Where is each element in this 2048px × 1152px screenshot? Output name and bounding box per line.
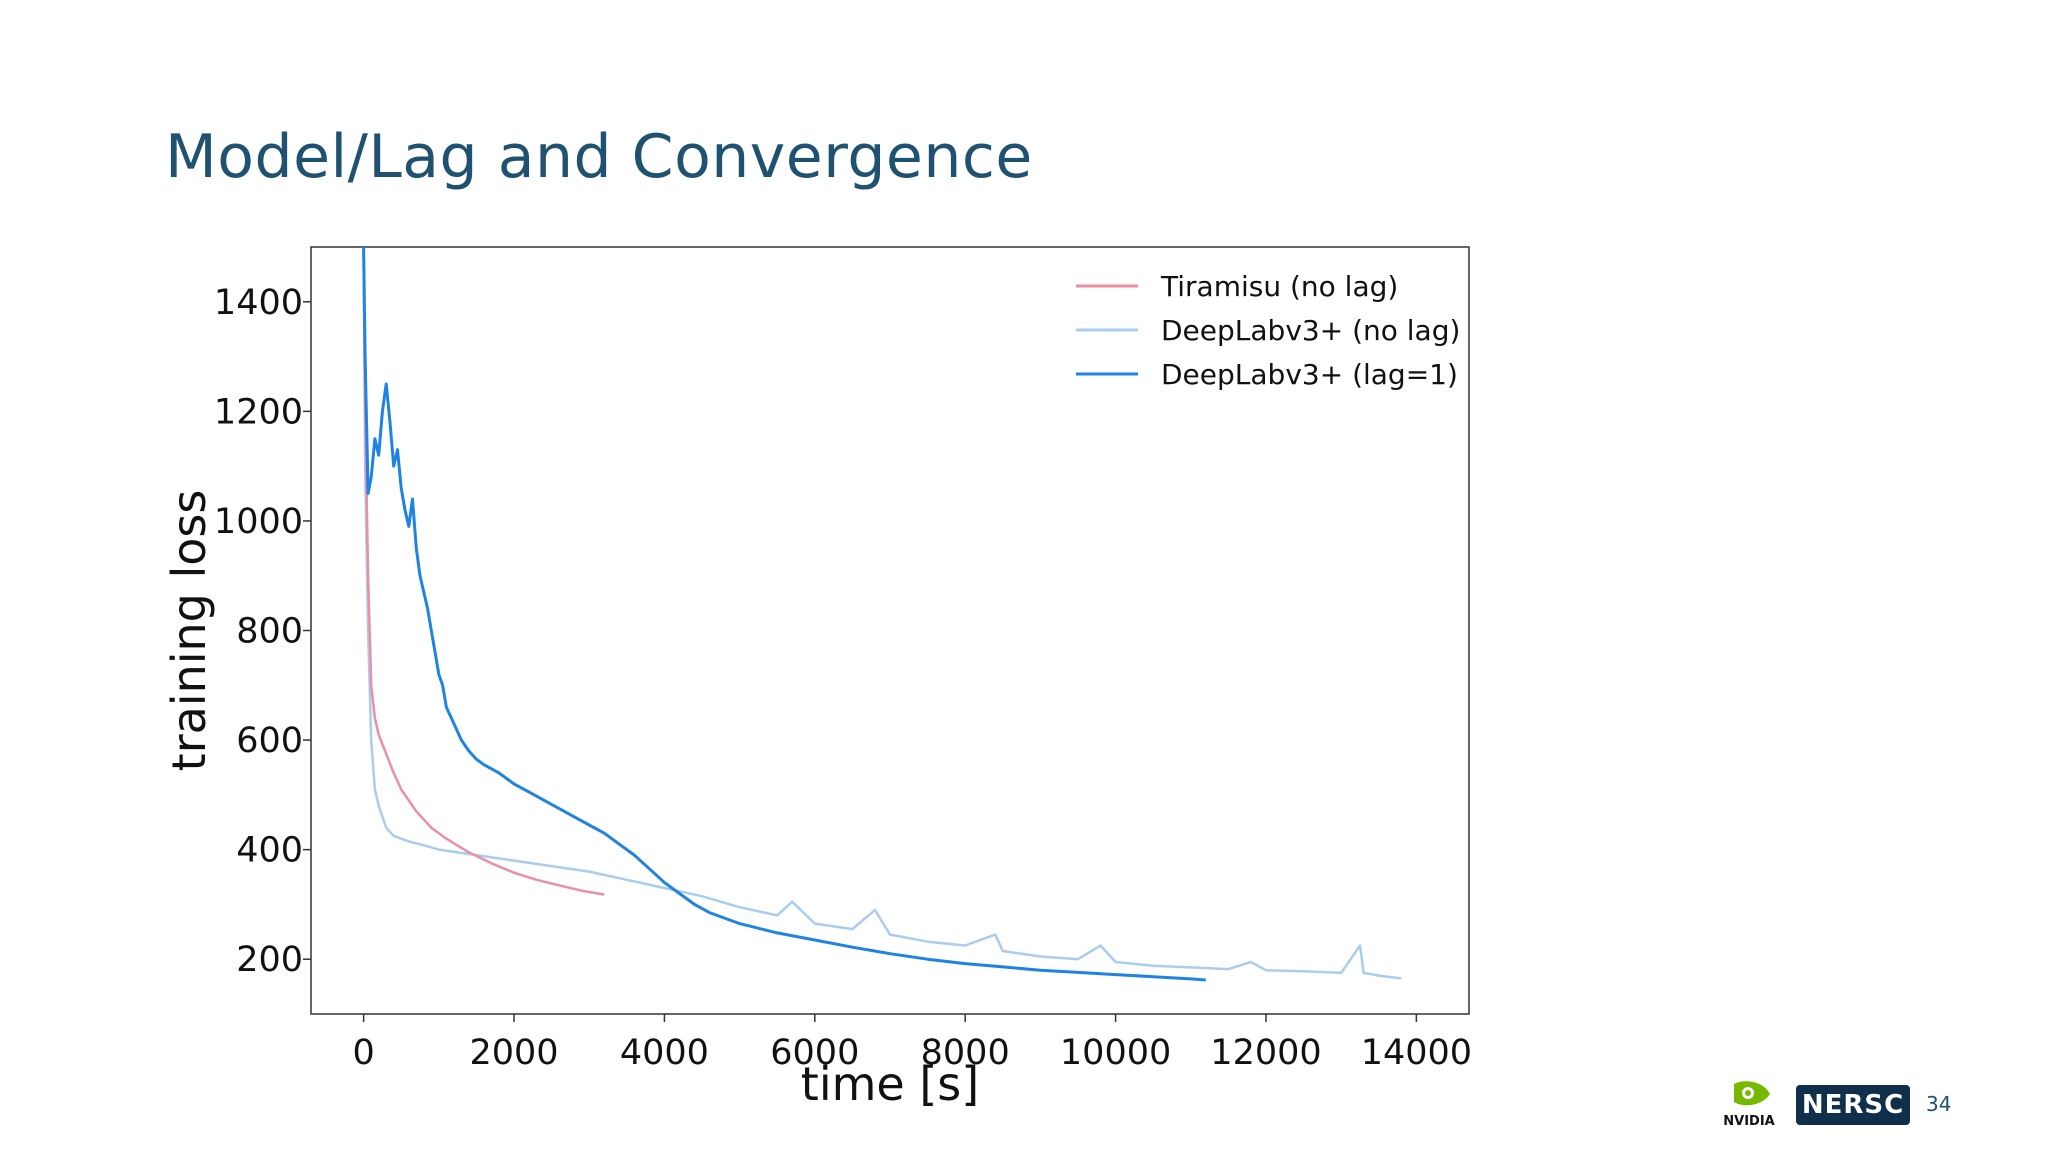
nvidia-logo-text: NVIDIA	[1723, 1114, 1774, 1128]
y-tick-label: 1200	[214, 392, 303, 432]
page-number: 34	[1926, 1092, 1952, 1116]
x-tick-label: 10000	[1060, 1033, 1171, 1073]
y-tick-label: 200	[236, 940, 303, 980]
x-tick-label: 14000	[1361, 1033, 1472, 1073]
y-tick-label: 1400	[214, 283, 303, 323]
x-tick-label: 6000	[770, 1033, 859, 1073]
nvidia-logo-icon: NVIDIA	[1723, 1081, 1775, 1128]
x-tick-label: 0	[352, 1033, 374, 1073]
series-line-deeplabv3-lag-1	[362, 247, 1206, 982]
legend-label: DeepLabv3+ (no lag)	[1161, 314, 1460, 347]
x-axis-title: time [s]	[801, 1057, 979, 1111]
y-tick-label: 1000	[214, 502, 303, 542]
legend-label: Tiramisu (no lag)	[1160, 270, 1398, 303]
legend-label: DeepLabv3+ (lag=1)	[1161, 358, 1458, 391]
y-axis-title: training loss	[162, 490, 216, 772]
slide-title: Model/Lag and Convergence	[165, 122, 1033, 192]
series-line-deeplabv3-no-lag	[362, 247, 1402, 980]
x-tick-label: 12000	[1210, 1033, 1321, 1073]
nersc-logo: NERSC	[1796, 1085, 1910, 1125]
x-tick-label: 2000	[469, 1033, 558, 1073]
y-tick-label: 400	[236, 831, 303, 871]
series-line-tiramisu-no-lag	[362, 247, 605, 896]
x-tick-label: 4000	[620, 1033, 709, 1073]
y-tick-label: 600	[236, 721, 303, 761]
x-tick-label: 8000	[921, 1033, 1010, 1073]
y-tick-label: 800	[236, 612, 303, 652]
